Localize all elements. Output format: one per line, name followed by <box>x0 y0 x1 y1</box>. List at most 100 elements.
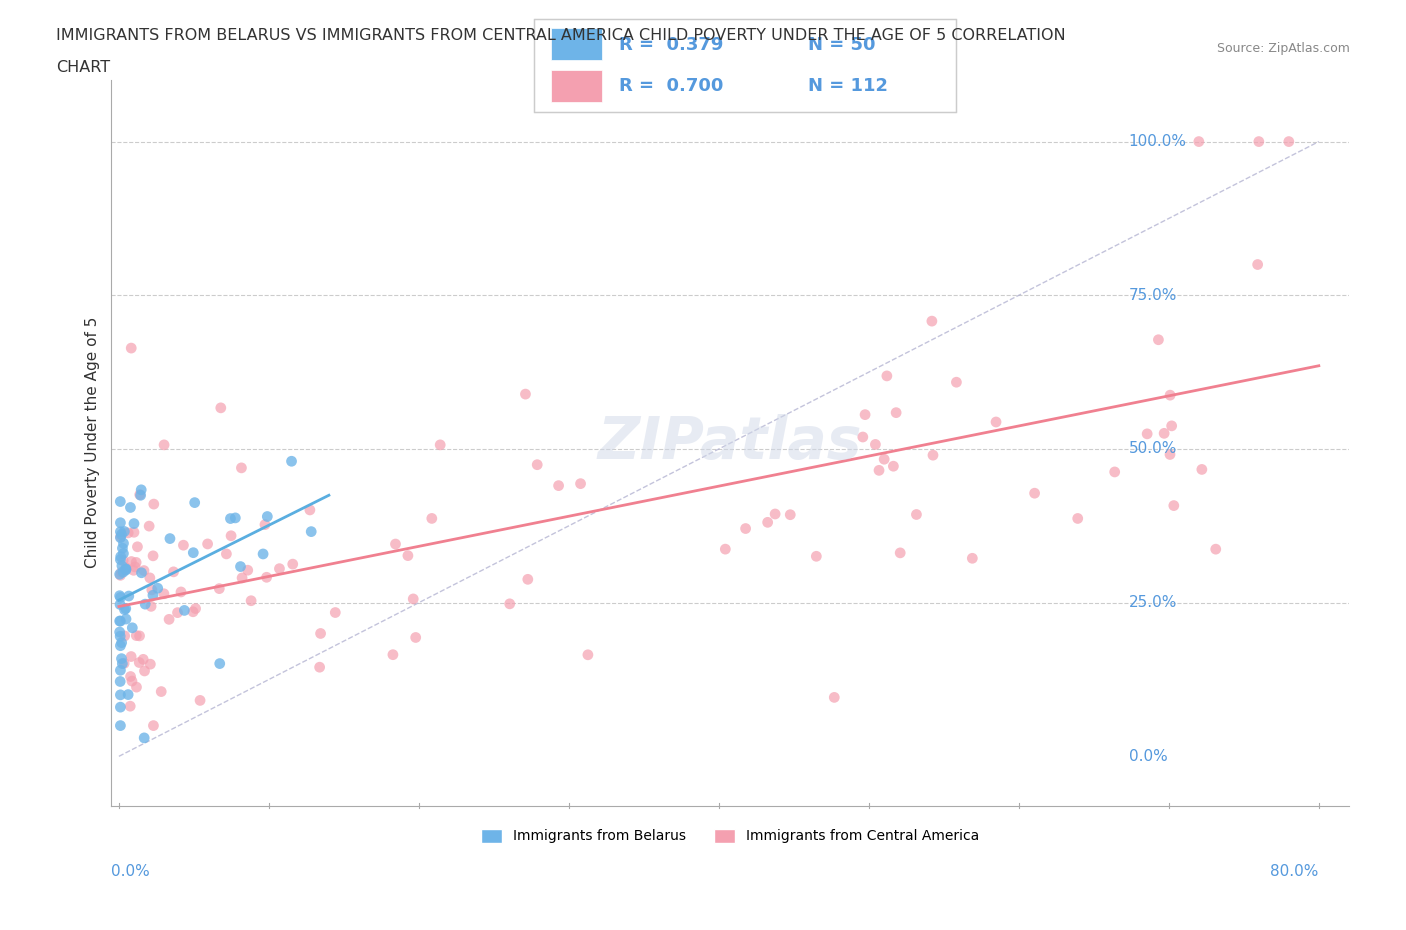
Point <box>117 687 139 702</box>
Point <box>110 687 132 702</box>
Point <box>256 570 278 585</box>
Point <box>526 458 548 472</box>
Point <box>110 552 132 567</box>
Point <box>159 531 181 546</box>
Point <box>269 561 291 576</box>
Point <box>142 549 165 564</box>
Point <box>114 562 136 577</box>
Point <box>132 564 155 578</box>
Point <box>576 647 599 662</box>
Point <box>110 515 132 530</box>
Point <box>208 581 231 596</box>
Point <box>756 515 779 530</box>
Point <box>115 561 138 576</box>
Point <box>224 511 246 525</box>
Point <box>208 657 231 671</box>
Point <box>110 568 132 583</box>
Point <box>1147 332 1170 347</box>
Point <box>714 541 737 556</box>
Point <box>882 458 904 473</box>
Point <box>142 497 165 512</box>
Point <box>125 680 148 695</box>
Point <box>108 589 131 604</box>
Text: 80.0%: 80.0% <box>1271 864 1319 879</box>
Point <box>108 674 131 689</box>
Point <box>120 554 142 569</box>
Point <box>1153 426 1175 441</box>
Point <box>868 463 890 478</box>
Point <box>299 525 322 539</box>
Point <box>120 649 142 664</box>
Point <box>110 590 132 604</box>
Point <box>112 553 135 568</box>
Point <box>429 437 451 452</box>
Point <box>134 730 156 745</box>
Point <box>873 452 896 467</box>
Point <box>120 698 142 713</box>
Point <box>384 537 406 551</box>
Point <box>117 525 139 540</box>
Point <box>127 539 149 554</box>
Point <box>114 563 136 578</box>
Point <box>298 502 321 517</box>
Point <box>134 663 156 678</box>
Point <box>111 540 134 555</box>
Point <box>139 657 162 671</box>
Point <box>120 669 142 684</box>
Point <box>240 593 263 608</box>
Point <box>110 651 132 666</box>
Point <box>166 605 188 620</box>
Point <box>114 629 136 644</box>
Point <box>1205 542 1227 557</box>
Point <box>1159 388 1181 403</box>
Point <box>905 507 928 522</box>
Point <box>139 599 162 614</box>
Point <box>110 638 132 653</box>
Point <box>547 478 569 493</box>
Point <box>309 626 332 641</box>
Point <box>122 563 145 578</box>
Point <box>120 500 142 515</box>
Point <box>139 570 162 585</box>
Point <box>142 588 165 603</box>
Point <box>121 620 143 635</box>
Point <box>323 605 346 620</box>
Point <box>112 656 135 671</box>
Point <box>173 603 195 618</box>
Point <box>984 415 1007 430</box>
Point <box>219 512 242 526</box>
Point <box>1067 511 1090 525</box>
Point <box>142 718 165 733</box>
Point <box>1136 427 1159 442</box>
Point <box>181 545 204 560</box>
Point <box>110 530 132 545</box>
Point <box>115 612 138 627</box>
Point <box>121 673 143 688</box>
Point <box>779 507 801 522</box>
Point <box>884 405 907 420</box>
Point <box>396 548 419 563</box>
Point <box>125 628 148 643</box>
Point <box>110 525 132 539</box>
Point <box>132 652 155 667</box>
Point <box>962 551 984 565</box>
Point <box>1160 418 1182 433</box>
Point <box>184 601 207 616</box>
Text: 0.0%: 0.0% <box>111 864 150 879</box>
Text: IMMIGRANTS FROM BELARUS VS IMMIGRANTS FROM CENTRAL AMERICA CHILD POVERTY UNDER T: IMMIGRANTS FROM BELARUS VS IMMIGRANTS FR… <box>56 28 1066 43</box>
Point <box>112 565 135 579</box>
Point <box>763 507 786 522</box>
Point <box>118 589 141 604</box>
Y-axis label: Child Poverty Under the Age of 5: Child Poverty Under the Age of 5 <box>86 317 100 568</box>
Point <box>122 525 145 539</box>
Point <box>129 483 152 498</box>
Point <box>853 407 876 422</box>
Point <box>183 495 205 510</box>
Point <box>110 699 132 714</box>
Point <box>150 684 173 699</box>
Point <box>131 565 153 580</box>
Point <box>1191 462 1213 477</box>
Text: N = 112: N = 112 <box>808 77 889 96</box>
Point <box>111 657 134 671</box>
Text: 0.0%: 0.0% <box>1129 749 1167 764</box>
